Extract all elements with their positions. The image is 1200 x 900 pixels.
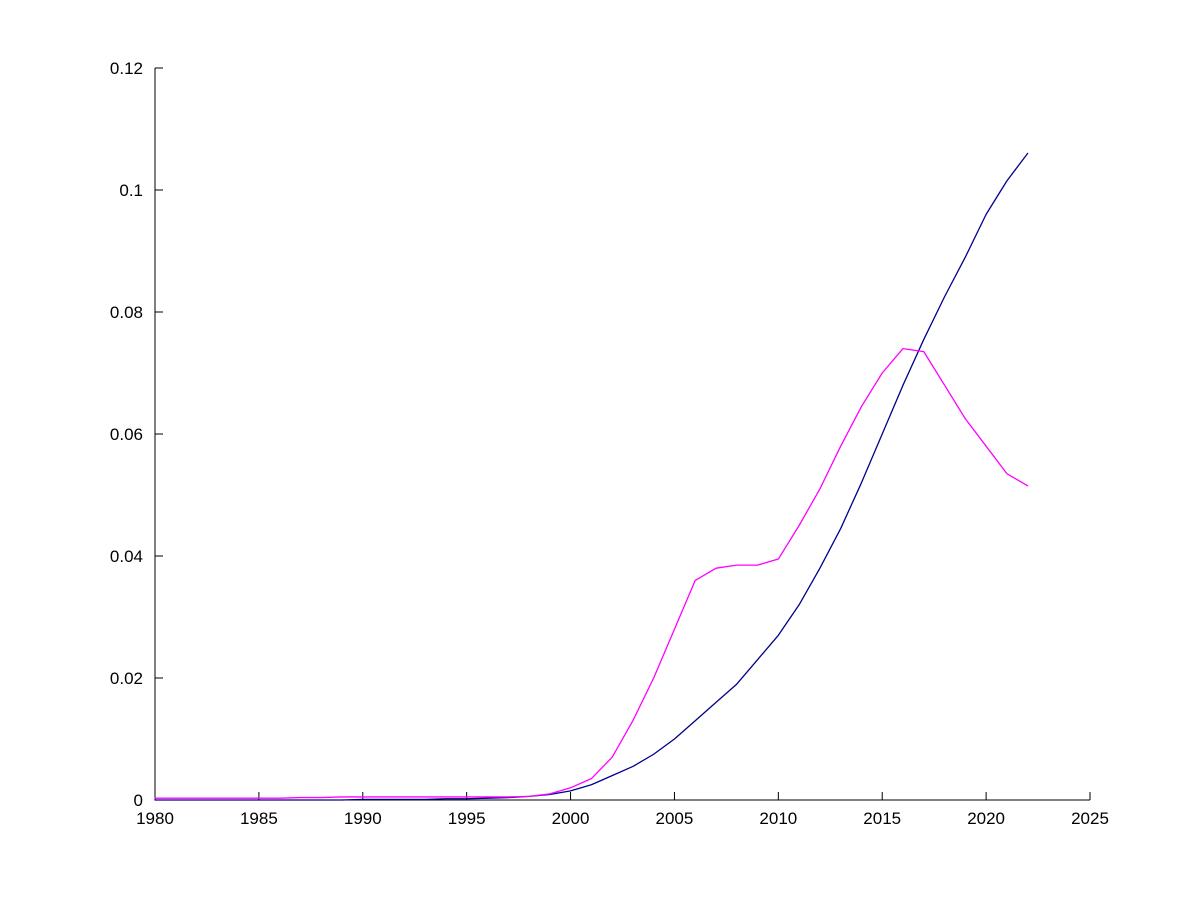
- y-tick-label: 0.1: [119, 181, 143, 200]
- x-tick-label: 2025: [1071, 809, 1109, 828]
- y-tick-label: 0: [134, 791, 143, 810]
- x-tick-label: 2005: [656, 809, 694, 828]
- x-tick-label: 1995: [448, 809, 486, 828]
- y-tick-label: 0.06: [110, 425, 143, 444]
- x-tick-label: 1985: [240, 809, 278, 828]
- x-tick-label: 2000: [552, 809, 590, 828]
- y-tick-label: 0.04: [110, 547, 143, 566]
- y-tick-label: 0.02: [110, 669, 143, 688]
- x-tick-label: 2010: [759, 809, 797, 828]
- x-tick-label: 1990: [344, 809, 382, 828]
- x-tick-label: 2020: [967, 809, 1005, 828]
- y-tick-label: 0.08: [110, 303, 143, 322]
- blue-series-line: [154, 152, 1029, 801]
- x-tick-label: 2015: [863, 809, 901, 828]
- x-tick-label: 1980: [136, 809, 174, 828]
- magenta-series-line: [154, 347, 1029, 799]
- y-tick-label: 0.12: [110, 59, 143, 78]
